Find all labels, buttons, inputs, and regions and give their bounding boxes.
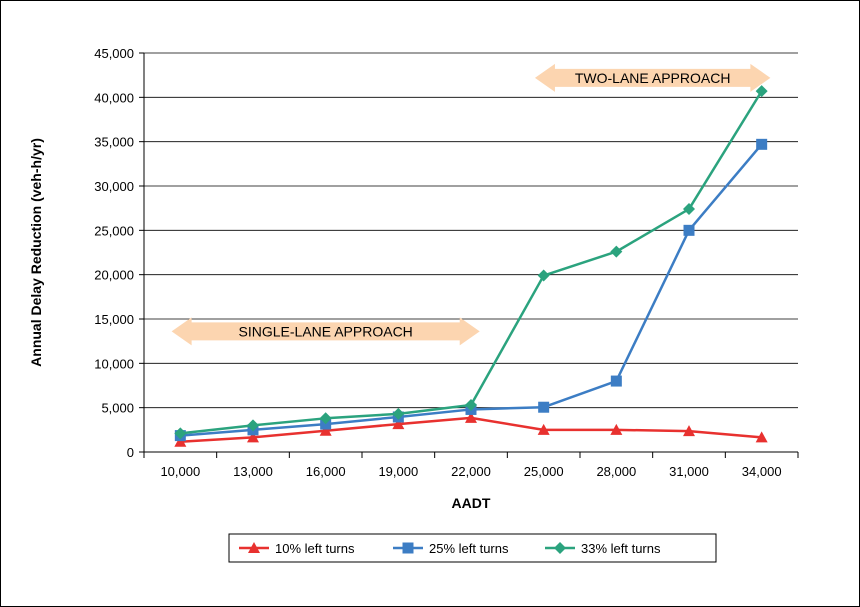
y-tick-label-1: 5,000 (101, 401, 134, 416)
legend-label-2: 33% left turns (581, 541, 661, 556)
y-tick-label-2: 10,000 (94, 356, 134, 371)
data-point-0-0 (174, 435, 187, 447)
gridlines (144, 52, 798, 409)
data-point-0-8 (755, 431, 768, 443)
x-tick-labels: 10,000 13,000 16,000 19,000 22,000 25,000 28,0… (160, 464, 781, 479)
data-point-1-5 (538, 401, 550, 413)
legend-item-0: 10% left turns (239, 541, 355, 556)
legend-label-0: 10% left turns (275, 541, 355, 556)
data-point-2-0 (174, 427, 187, 440)
data-point-2-7 (683, 203, 695, 216)
data-point-2-6 (610, 245, 623, 258)
annotation-0: SINGLE-LANE APPROACH (171, 317, 480, 346)
x-tick-label-7: 31,000 (669, 464, 709, 479)
legend-box (228, 533, 717, 563)
data-point-0-1 (247, 431, 259, 443)
x-tick-label-3: 19,000 (378, 464, 418, 479)
series-1 (174, 138, 768, 442)
x-tick-label-2: 16,000 (306, 464, 346, 479)
y-tick-label-3: 15,000 (94, 312, 134, 327)
y-tick-label-7: 35,000 (94, 135, 134, 150)
annotation-label-1: TWO-LANE APPROACH (575, 70, 731, 86)
legend-marker-1 (402, 542, 414, 554)
y-tick-label-5: 25,000 (94, 223, 134, 238)
series-2 (174, 85, 768, 440)
legend: 10% left turns 25% left turns 33% left tur… (228, 533, 717, 563)
y-tick-label-0: 0 (127, 445, 134, 460)
axes (139, 52, 799, 458)
y-tick-labels: 0 5,000 10,000 15,000 20,000 25,000 30,000 35,0… (94, 46, 134, 460)
legend-marker-2 (554, 542, 566, 554)
annotation-1: TWO-LANE APPROACH (534, 63, 771, 92)
x-tick-label-0: 10,000 (160, 464, 200, 479)
y-axis-title: Annual Delay Reduction (veh-h/yr) (28, 138, 44, 367)
data-point-1-6 (610, 375, 622, 387)
series-group (174, 85, 768, 447)
annotation-label-0: SINGLE-LANE APPROACH (239, 323, 413, 339)
data-point-2-2 (319, 412, 332, 425)
data-point-1-8 (756, 138, 768, 150)
annotation-arrow-0 (171, 317, 480, 346)
data-point-0-7 (683, 425, 695, 437)
y-tick-label-6: 30,000 (94, 179, 134, 194)
data-point-2-8 (755, 85, 768, 98)
legend-item-2: 33% left turns (545, 541, 661, 556)
data-point-0-5 (537, 423, 550, 435)
data-point-2-3 (392, 407, 405, 420)
data-point-0-2 (319, 424, 332, 436)
x-tick-label-1: 13,000 (233, 464, 273, 479)
x-tick-label-8: 34,000 (742, 464, 782, 479)
y-tick-label-9: 45,000 (94, 46, 134, 61)
data-point-2-4 (465, 399, 477, 412)
series-0 (174, 411, 768, 447)
x-tick-label-4: 22,000 (451, 464, 491, 479)
y-tick-label-4: 20,000 (94, 268, 134, 283)
series-line-1 (180, 143, 763, 437)
legend-label-1: 25% left turns (429, 541, 509, 556)
y-tick-label-8: 40,000 (94, 90, 134, 105)
annotation-arrow-1 (534, 63, 771, 92)
data-point-2-5 (537, 269, 550, 282)
legend-item-1: 25% left turns (393, 541, 509, 556)
x-tick-label-5: 25,000 (524, 464, 564, 479)
annotations: SINGLE-LANE APPROACH TWO-LANE APPROACH (171, 63, 771, 346)
data-point-0-3 (392, 418, 405, 430)
data-point-1-7 (683, 224, 695, 236)
legend-marker-0 (248, 542, 260, 553)
data-point-2-1 (247, 419, 259, 432)
x-tick-label-6: 28,000 (596, 464, 636, 479)
data-point-0-6 (610, 423, 623, 435)
data-point-0-4 (465, 411, 477, 423)
x-axis-title: AADT (452, 495, 491, 511)
